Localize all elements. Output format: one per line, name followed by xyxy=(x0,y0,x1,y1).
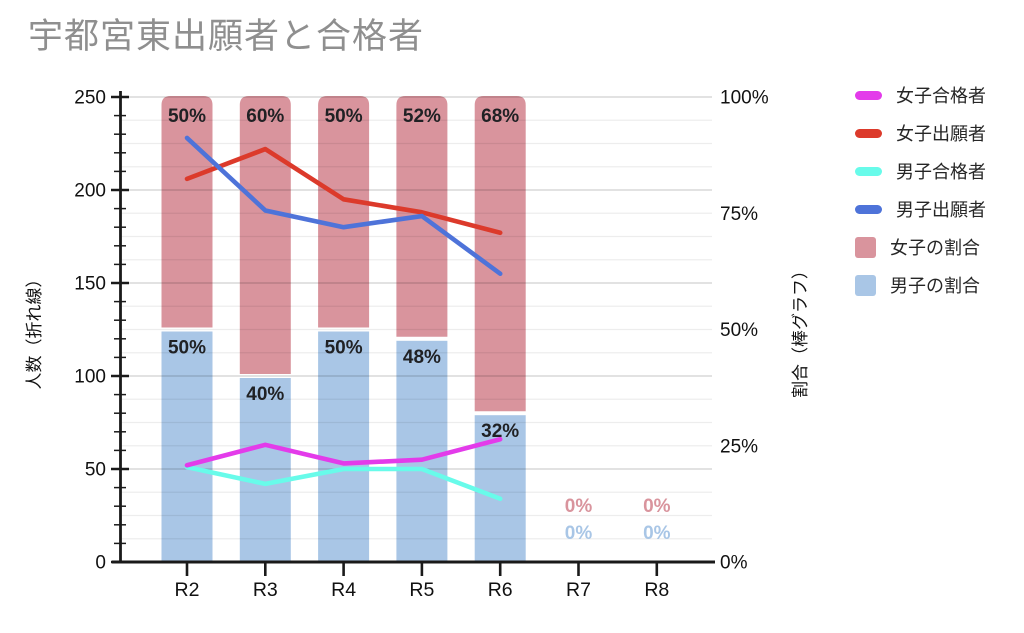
line-male-passers xyxy=(184,464,503,502)
legend-square-swatch xyxy=(855,274,876,296)
x-category-label: R4 xyxy=(331,579,356,601)
legend-item-0: 女子合格者 xyxy=(855,84,986,106)
chart-legend: 女子合格者女子出願者男子合格者男子出願者女子の割合男子の割合 xyxy=(855,84,986,312)
bar-label-male-R2: 50% xyxy=(168,338,206,359)
legend-item-3: 男子出願者 xyxy=(855,198,986,220)
bar-label-female-R2: 50% xyxy=(168,106,206,127)
x-category-label: R5 xyxy=(409,579,434,601)
left-tick-label: 250 xyxy=(74,88,106,109)
legend-label: 男子出願者 xyxy=(896,200,986,220)
legend-line-swatch xyxy=(855,128,882,138)
legend-item-4: 女子の割合 xyxy=(855,236,986,258)
bar-label-male-R5: 48% xyxy=(403,347,441,368)
bar-segment-male-R4 xyxy=(318,331,370,562)
legend-label: 男子の割合 xyxy=(890,276,980,296)
bar-segment-female-R6 xyxy=(474,96,526,412)
legend-square-swatch xyxy=(855,236,876,258)
left-tick-label: 100 xyxy=(74,367,106,388)
legend-item-1: 女子出願者 xyxy=(855,122,986,144)
bar-segment-female-R2 xyxy=(161,96,213,328)
left-tick-label: 50 xyxy=(85,460,106,481)
legend-line-swatch xyxy=(855,166,882,176)
right-tick-label: 25% xyxy=(720,436,758,457)
zero-label-male-R7: 0% xyxy=(565,523,593,544)
bar-segment-male-R3 xyxy=(239,378,291,562)
bar-segment-male-R5 xyxy=(396,340,448,562)
zero-label-male-R8: 0% xyxy=(643,523,671,544)
bar-segment-female-R4 xyxy=(318,96,370,328)
line-female-passers xyxy=(184,436,503,468)
right-tick-label: 75% xyxy=(720,204,758,225)
bar-label-female-R6: 68% xyxy=(481,106,519,127)
legend-line-swatch xyxy=(855,90,882,100)
legend-item-5: 男子の割合 xyxy=(855,274,986,296)
legend-label: 女子の割合 xyxy=(890,238,980,258)
right-axis-title: 割合（棒グラフ） xyxy=(791,262,810,398)
left-axis-title: 人数（折れ線） xyxy=(25,271,44,390)
legend-label: 男子合格者 xyxy=(896,162,986,182)
line-male-applicants xyxy=(184,135,503,277)
right-tick-label: 50% xyxy=(720,320,758,341)
zero-label-female-R7: 0% xyxy=(565,496,593,517)
x-category-label: R3 xyxy=(253,579,278,601)
legend-label: 女子出願者 xyxy=(896,124,986,144)
bar-segment-female-R3 xyxy=(239,96,291,374)
bar-label-male-R4: 50% xyxy=(325,338,363,359)
zero-label-female-R8: 0% xyxy=(643,496,671,517)
left-tick-label: 0 xyxy=(95,553,106,574)
bar-label-female-R5: 52% xyxy=(403,106,441,127)
left-tick-label: 150 xyxy=(74,274,106,295)
line-female-applicants xyxy=(184,146,503,236)
right-tick-label: 100% xyxy=(720,88,769,109)
bar-label-female-R3: 60% xyxy=(246,106,284,127)
legend-item-2: 男子合格者 xyxy=(855,160,986,182)
chart-title: 宇都宮東出願者と合格者 xyxy=(28,17,425,56)
bar-segment-male-R2 xyxy=(161,331,213,562)
legend-label: 女子合格者 xyxy=(896,86,986,106)
x-category-label: R7 xyxy=(566,579,591,601)
right-tick-label: 0% xyxy=(720,553,748,574)
legend-line-swatch xyxy=(855,204,882,214)
bar-label-male-R3: 40% xyxy=(246,384,284,405)
bar-label-female-R4: 50% xyxy=(325,106,363,127)
x-category-label: R6 xyxy=(488,579,513,601)
left-tick-label: 200 xyxy=(74,181,106,202)
x-category-label: R2 xyxy=(175,579,200,601)
bar-label-male-R6: 32% xyxy=(481,421,519,442)
x-category-label: R8 xyxy=(644,579,669,601)
